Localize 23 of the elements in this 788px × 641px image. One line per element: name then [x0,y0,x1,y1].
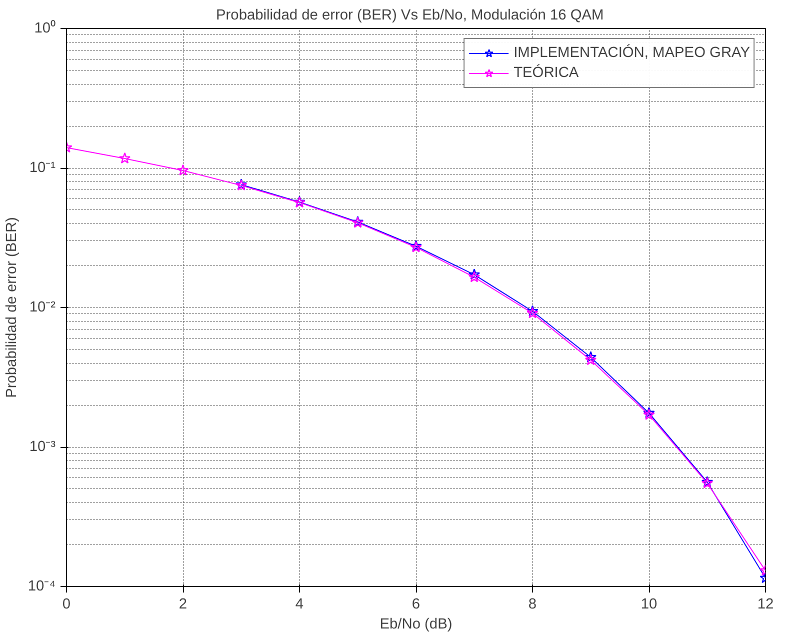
legend-label: TEÓRICA [514,65,579,81]
point [584,354,597,366]
y-tick-label: 10⁻³ [29,439,56,455]
point [468,271,480,282]
y-tick-label: 10⁻⁴ [28,578,56,594]
x-tick-label: 4 [295,596,304,612]
y-tick-label: 10⁻² [29,300,56,316]
point [177,164,189,176]
y-tick-label: 10⁰ [34,20,56,36]
point [584,351,597,362]
x-tick-label: 10 [640,596,658,612]
x-tick-label: 6 [412,596,420,612]
x-tick-label: 0 [62,596,71,612]
point [468,268,480,280]
x-tick-label: 2 [178,596,188,612]
y-axis-title: Probabilidad de error (BER) [4,217,20,398]
legend-label: IMPLEMENTACIÓN, MAPEO GRAY [514,45,750,61]
chart-title: Probabilidad de error (BER) Vs Eb/No, Modulación 16 QAM [216,8,604,24]
x-tick-label: 8 [528,596,537,612]
x-axis-title: Eb/No (dB) [380,616,452,632]
point [118,152,131,164]
x-tick-label: 12 [757,596,774,612]
y-tick-label: 10⁻¹ [29,160,56,176]
